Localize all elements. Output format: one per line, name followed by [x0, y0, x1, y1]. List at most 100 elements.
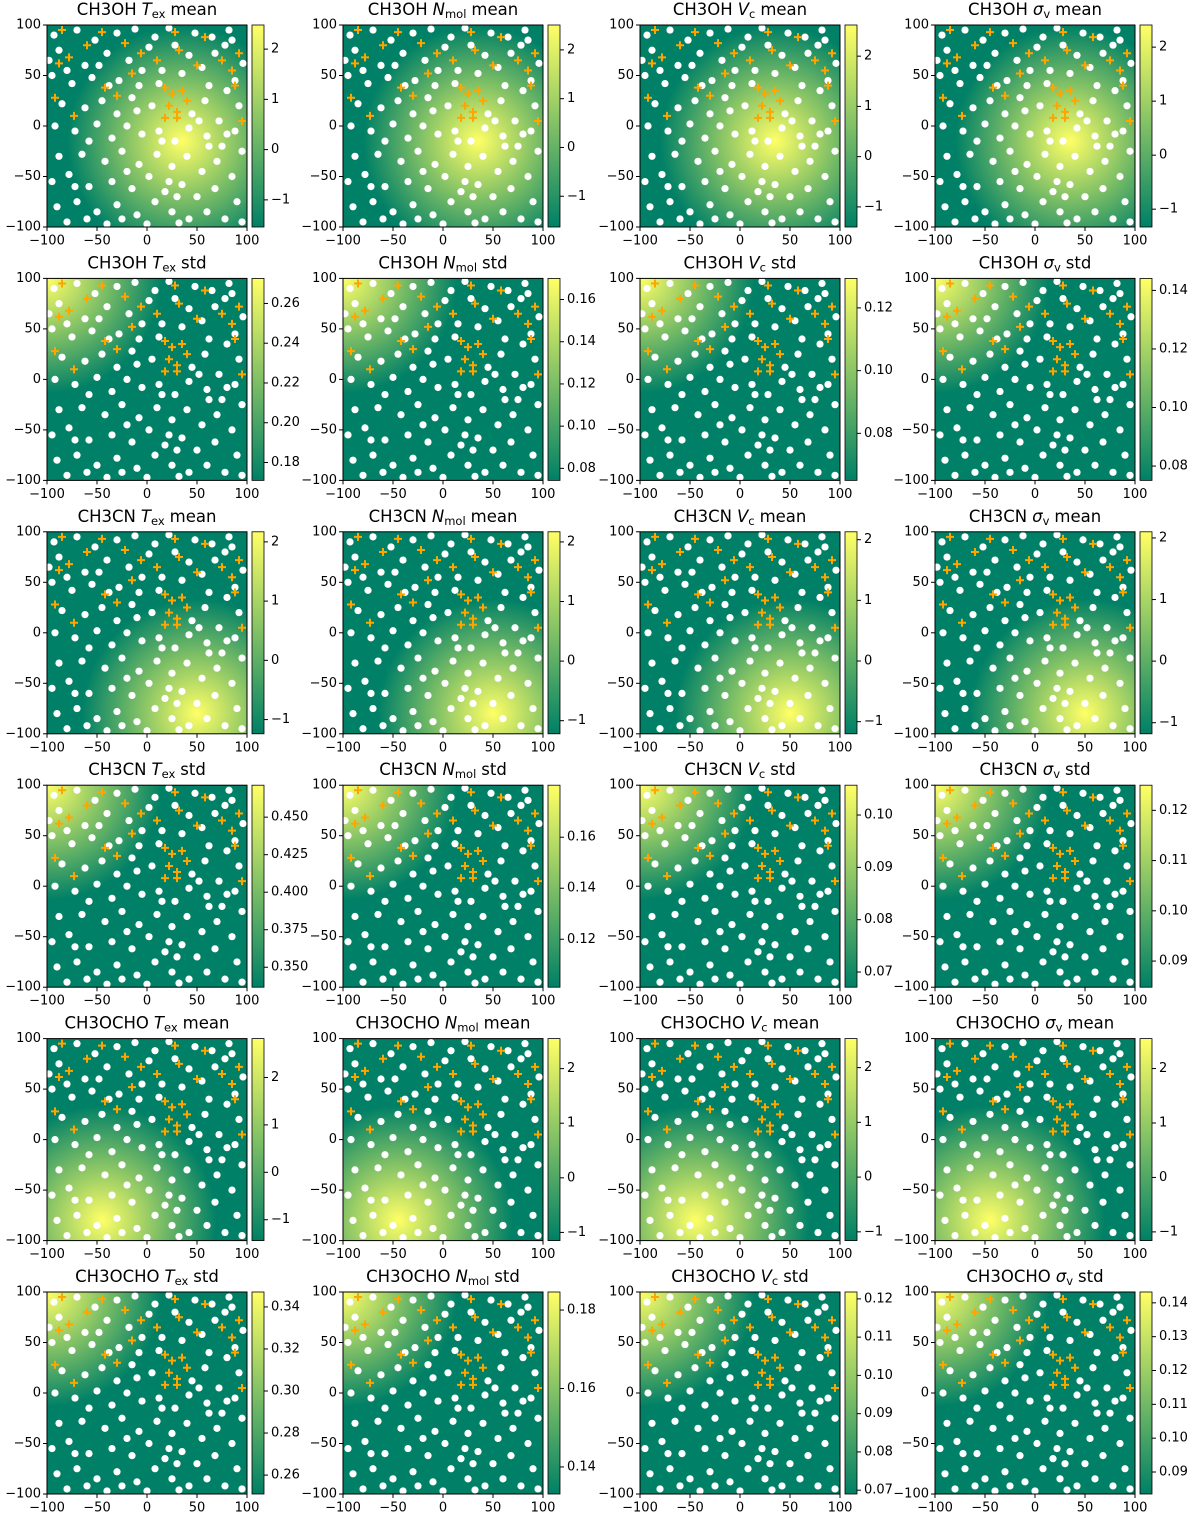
point [1059, 137, 1067, 145]
point [113, 110, 121, 118]
point [1053, 1191, 1061, 1199]
y-tick-label: −50 [607, 1183, 634, 1198]
point [185, 377, 193, 386]
point [191, 789, 199, 797]
point [379, 468, 387, 476]
point [203, 1399, 211, 1407]
point [519, 383, 527, 392]
point [474, 576, 482, 584]
point [171, 644, 179, 652]
point [55, 659, 63, 667]
point [524, 1303, 532, 1311]
point [481, 722, 489, 730]
y-tick-label: 0 [33, 372, 41, 387]
x-tick-label: 0 [143, 234, 151, 249]
point [1001, 536, 1009, 544]
cross-marker [694, 590, 702, 599]
cross-marker [658, 306, 666, 315]
point [1073, 305, 1081, 313]
point [781, 617, 789, 625]
point [824, 583, 832, 591]
point [521, 1293, 529, 1301]
point [1039, 704, 1047, 713]
colorbar-tick-label: 0 [271, 1165, 279, 1180]
cross-marker [989, 1097, 997, 1106]
cross-marker [83, 41, 91, 50]
cross-marker [714, 39, 722, 48]
point [145, 1186, 153, 1194]
point [125, 310, 133, 318]
x-tick-label: −100 [325, 234, 361, 249]
point [724, 532, 732, 540]
point [959, 1450, 967, 1458]
point [377, 104, 385, 112]
point [484, 1123, 492, 1132]
point [205, 335, 213, 343]
point [1126, 147, 1134, 155]
y-tick-label: 100 [16, 271, 41, 286]
point [414, 1482, 422, 1490]
cross-marker [471, 299, 479, 308]
x-tick-label: 50 [485, 487, 502, 502]
point [65, 1437, 73, 1446]
y-tick-label: −50 [14, 422, 41, 437]
point [205, 842, 213, 850]
colorbar-tick-label: 0.12 [567, 376, 596, 391]
point [936, 1444, 944, 1453]
point [431, 1174, 439, 1182]
cross-marker [128, 1083, 136, 1092]
point [744, 198, 752, 206]
point [981, 968, 989, 976]
point [519, 87, 527, 95]
point [1056, 416, 1064, 424]
point [138, 1333, 146, 1342]
x-tick-label: 100 [531, 1501, 556, 1516]
point [686, 1387, 694, 1395]
point [123, 928, 131, 936]
point [48, 71, 56, 80]
point [201, 97, 209, 105]
point [996, 938, 1004, 946]
point [155, 1093, 163, 1101]
cross-marker [1053, 101, 1061, 110]
cross-marker [768, 1059, 776, 1068]
point [1081, 1206, 1089, 1214]
point [354, 1113, 362, 1121]
point [228, 543, 236, 551]
cross-marker [946, 532, 954, 541]
point [399, 556, 407, 564]
cross-marker [694, 83, 702, 92]
colorbar [547, 24, 561, 228]
cross-marker [235, 1316, 243, 1325]
point [983, 822, 991, 830]
point [73, 1293, 81, 1301]
cross-marker [1081, 61, 1089, 70]
y-tick-label: −100 [598, 980, 634, 995]
point [721, 1198, 729, 1206]
point [1083, 1384, 1091, 1392]
cross-marker [811, 309, 819, 318]
cross-marker [165, 101, 173, 110]
point [996, 1191, 1004, 1199]
point [1113, 279, 1121, 288]
point [671, 910, 679, 919]
cross-marker [58, 1293, 66, 1302]
cross-marker [347, 600, 355, 609]
point [457, 1201, 465, 1209]
point [696, 1316, 704, 1324]
point [989, 664, 997, 672]
cross-marker [173, 367, 181, 376]
point [771, 576, 779, 584]
point [131, 278, 139, 287]
point [786, 1206, 794, 1214]
point [474, 180, 482, 189]
point [996, 177, 1004, 186]
point [678, 689, 686, 698]
point [991, 303, 999, 311]
point [103, 809, 111, 818]
point [798, 649, 806, 657]
x-tick-label: 50 [189, 1501, 206, 1516]
cross-marker [824, 1348, 832, 1357]
title-symbol: T [141, 506, 153, 525]
